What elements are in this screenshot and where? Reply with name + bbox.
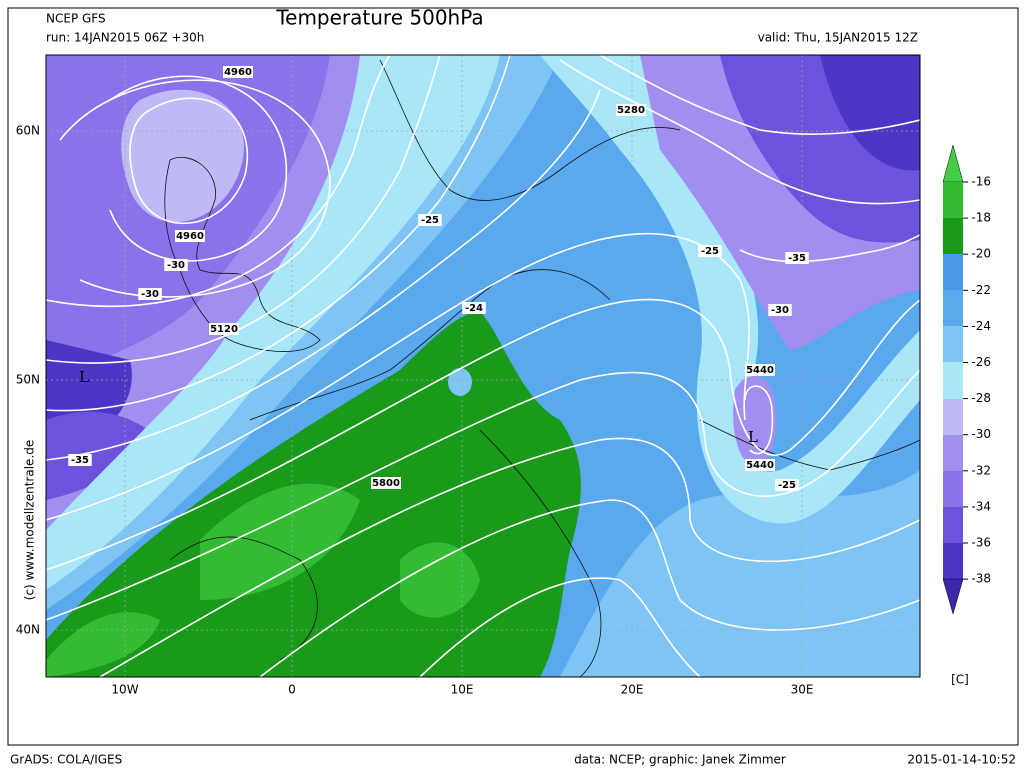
map-label: 5440 [746,460,774,471]
lon-label: 0 [288,683,296,697]
map-label-box [164,259,188,271]
map-label: -25 [421,215,439,226]
map-label-box [68,454,92,466]
map-label: -30 [771,305,789,316]
map-label-box [785,252,809,264]
map-label: -25 [778,480,796,491]
lat-label: 40N [16,623,40,637]
map-label: 5800 [372,478,400,489]
colorbar-label: -32 [971,463,991,477]
map-label: -35 [71,455,89,466]
map-label: -25 [701,246,719,257]
map-label: L [79,368,89,386]
lon-label: 30E [791,683,814,697]
map-label-box [223,66,253,78]
model-name: NCEP GFS [46,12,106,26]
map-label-box [175,230,205,242]
lat-label: 50N [16,373,40,387]
map-label-box [138,288,162,300]
colorbar-unit: [C] [951,673,969,687]
credit: (c) www.modellzentrale.de [23,440,37,600]
colorbar-label: -28 [971,391,991,405]
map-label-box [768,304,792,316]
colorbar: -16 -18 -20 -22 -24 -26 -28 -30 -32 -34 -36 -38 [942,144,991,615]
run-info: run: 14JAN2015 06Z +30h [46,31,204,45]
map-label: -30 [141,289,159,300]
map-label: 4960 [176,231,204,242]
map-label: 5120 [210,324,238,335]
map-label-box [698,245,722,257]
colorbar-label: -30 [971,427,991,441]
map-label-box [745,459,775,471]
colorbar-label: -34 [971,499,991,513]
footer-center: data: NCEP; graphic: Janek Zimmer [574,753,786,767]
map-label: L [748,428,758,446]
map-label-box [371,477,401,489]
lon-label: 10E [451,683,474,697]
map-label: -35 [788,253,806,264]
colorbar-label: -16 [971,175,991,189]
colorbar-label: -36 [971,536,991,550]
footer-left: GrADS: COLA/IGES [10,753,122,767]
map-label-box [616,104,646,116]
colorbar-label: -18 [971,211,991,225]
map-label-box [418,214,442,226]
map-label-box [462,302,486,314]
frame [7,7,1019,746]
map-labels: 4960 4960 5120 5280 5440 5440 5800 L L -30 -30 -35 -… [68,66,809,491]
colorbar-label: -38 [971,572,991,586]
map-area [46,55,920,677]
colorbar-label: -26 [971,355,991,369]
lat-label: 60N [16,124,40,138]
colorbar-label: -22 [971,283,991,297]
colorbar-label: -20 [971,247,991,261]
lon-label: 10W [111,683,138,697]
map-label-box [775,479,799,491]
map-title: Temperature 500hPa [275,6,483,30]
map-label: -30 [167,260,185,271]
lon-label: 20E [621,683,644,697]
map-label-box [209,323,239,335]
map-border [45,54,921,678]
map-label: -24 [465,303,483,314]
map-label-box [745,364,775,376]
colorbar-label: -24 [971,319,991,333]
map-label: 5280 [617,105,645,116]
map-label: 4960 [224,67,252,78]
valid-time: valid: Thu, 15JAN2015 12Z [758,31,918,45]
footer-right: 2015-01-14-10:52 [907,753,1016,767]
map-label: 5440 [746,365,774,376]
